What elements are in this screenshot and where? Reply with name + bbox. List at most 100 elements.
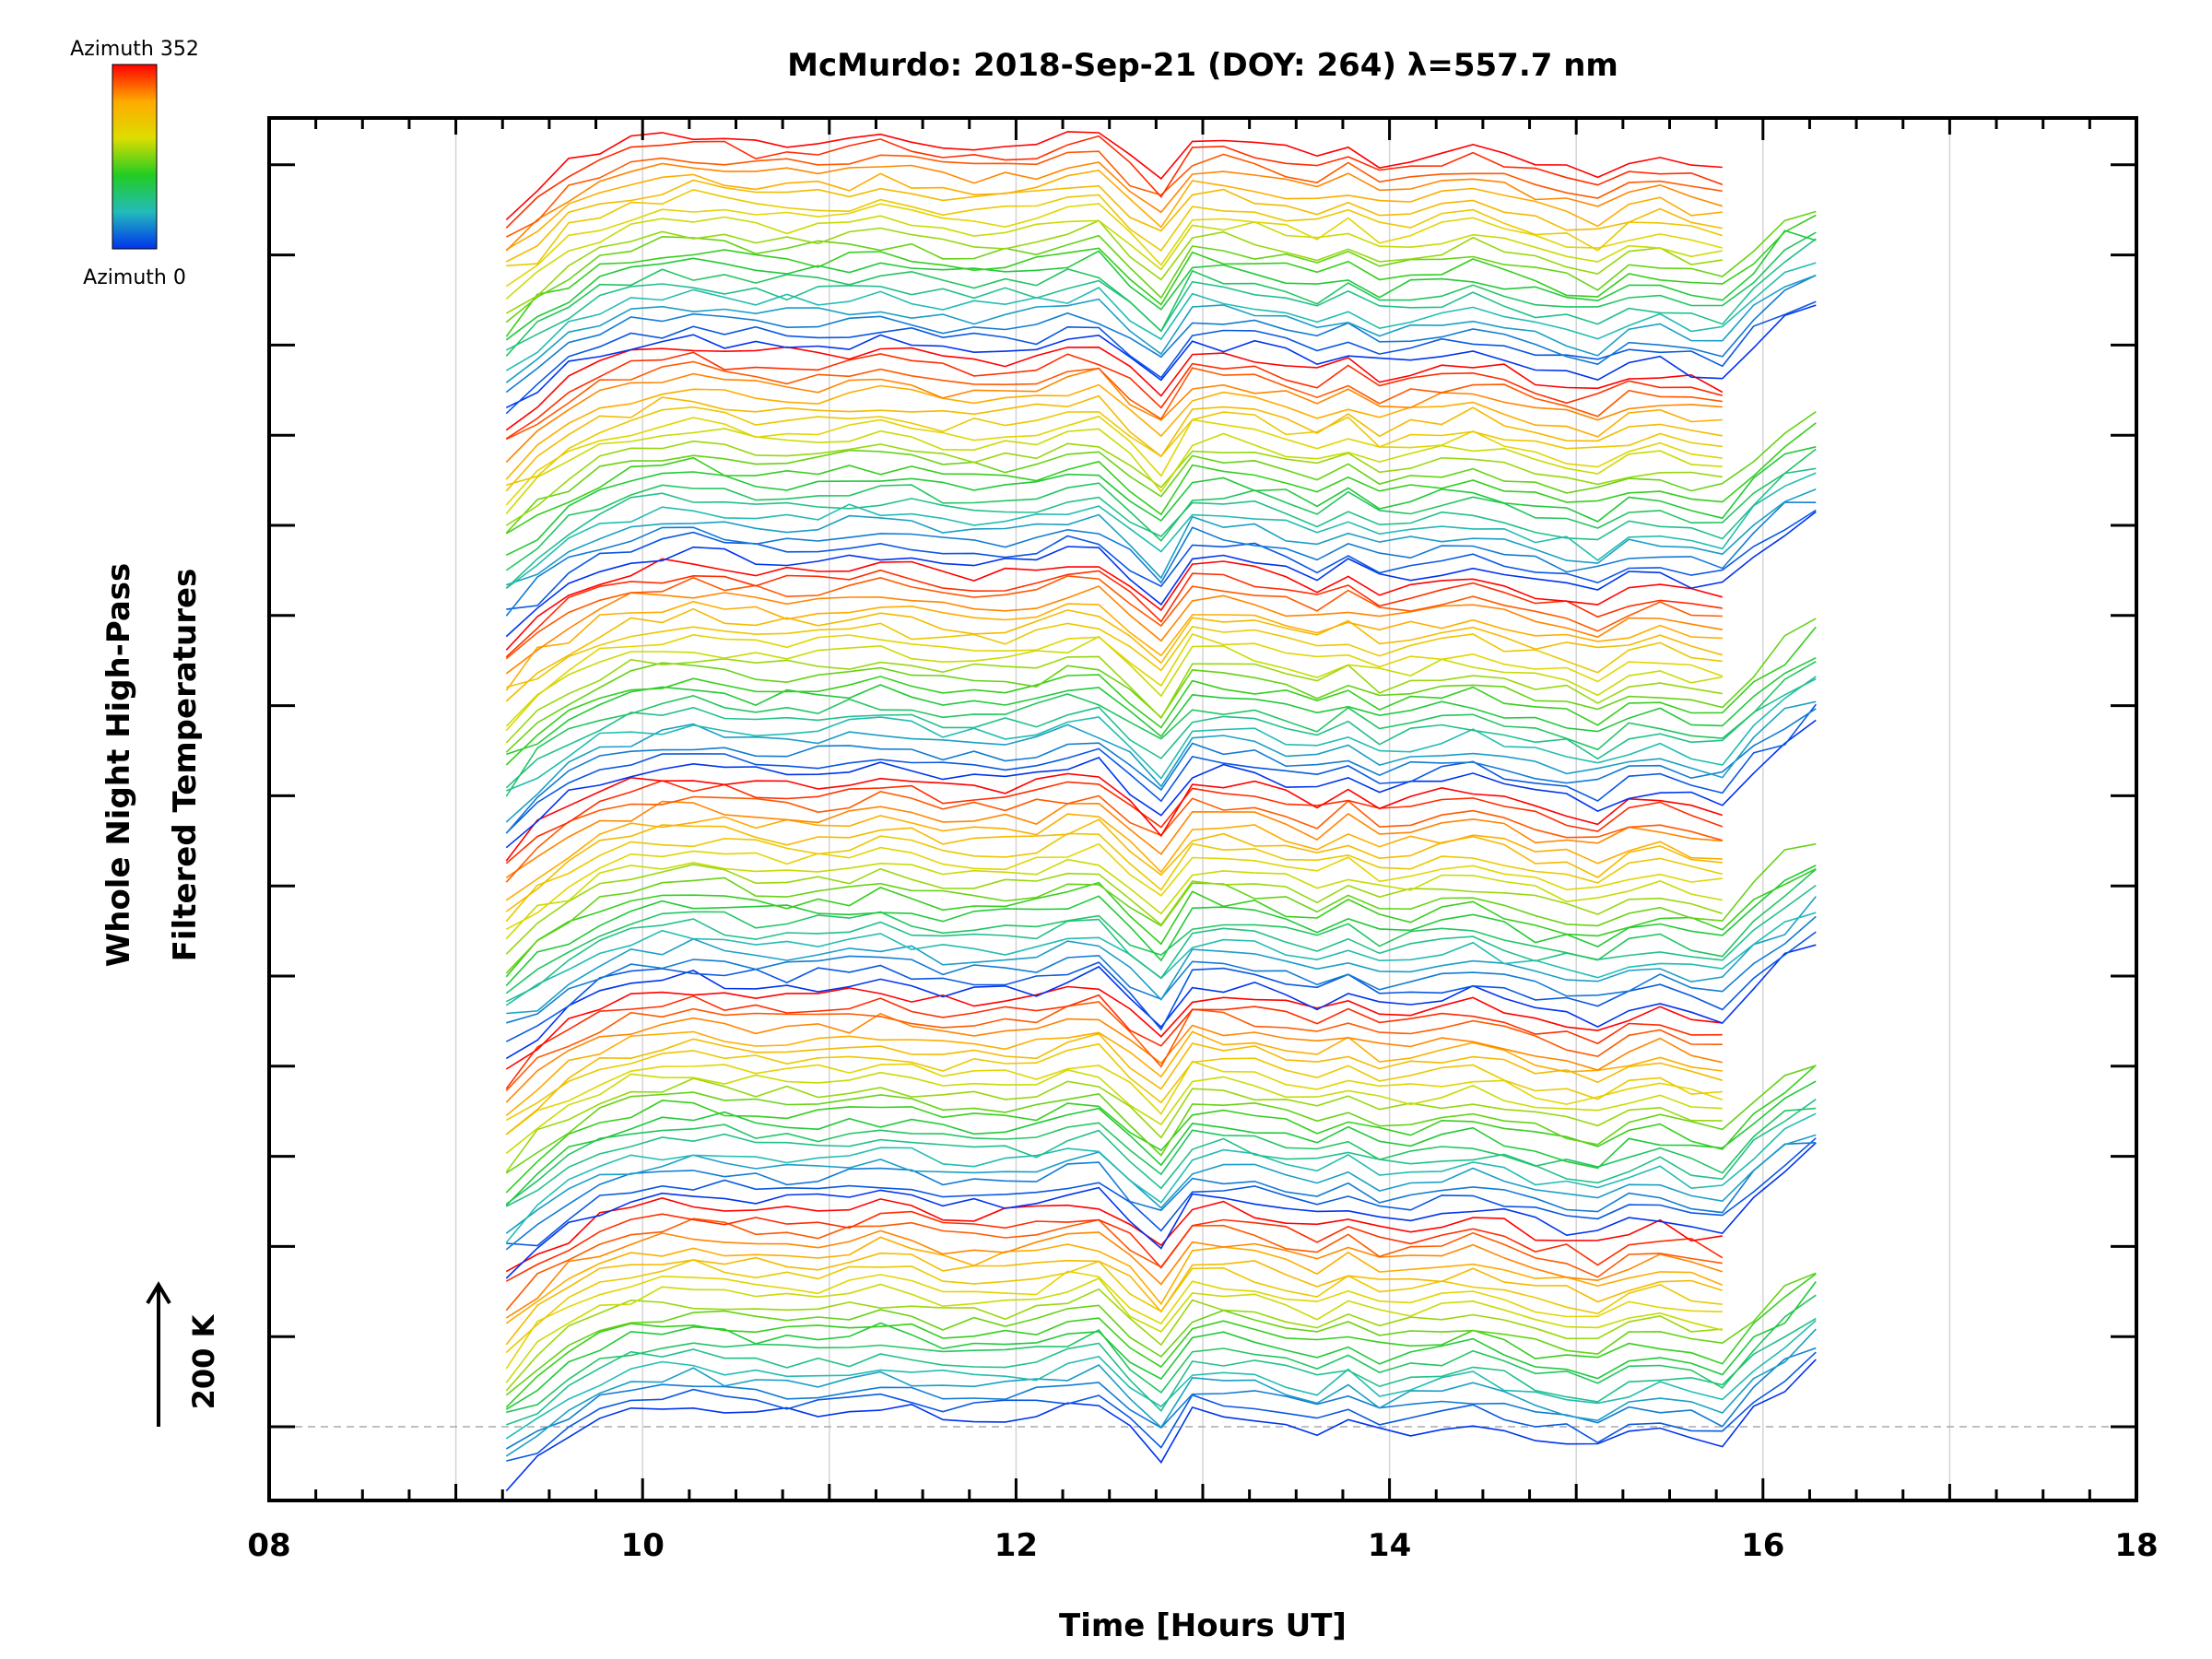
temperature-trace [505, 1272, 1817, 1396]
temperature-trace [505, 842, 1723, 931]
temperature-trace [505, 1258, 1723, 1354]
temperature-traces [505, 131, 1817, 1492]
temperature-trace [505, 1080, 1817, 1206]
temperature-trace [505, 1142, 1817, 1251]
temperature-trace [506, 406, 1723, 487]
temperature-trace [505, 1277, 1723, 1383]
temperature-trace [506, 1317, 1817, 1426]
temperature-trace [506, 1294, 1817, 1414]
temperature-trace [505, 661, 1817, 797]
temperature-trace [505, 131, 1723, 220]
temperature-trace [505, 791, 1724, 883]
temperature-trace [505, 179, 1723, 263]
temperature-trace [505, 1359, 1817, 1492]
temperature-trace [505, 501, 1817, 617]
temperature-trace [505, 607, 1724, 702]
temperature-trace [505, 300, 1817, 415]
x-tick-label: 12 [994, 1527, 1038, 1564]
temperature-trace [505, 169, 1723, 251]
temperature-trace [505, 1236, 1724, 1324]
temperature-trace [505, 655, 1723, 744]
x-tick-label: 08 [247, 1527, 290, 1564]
x-tick-label: 14 [1368, 1527, 1411, 1564]
temperature-trace [505, 600, 1723, 691]
temperature-trace [505, 558, 1724, 651]
temperature-trace [506, 488, 1817, 586]
temperature-trace [506, 509, 1817, 610]
temperature-trace [505, 858, 1723, 940]
temperature-trace [505, 575, 1723, 660]
temperature-trace [505, 867, 1817, 978]
temperature-trace [505, 210, 1817, 324]
temperature-trace [505, 780, 1724, 865]
temperature-trace [505, 1012, 1723, 1103]
axis-ticks [267, 118, 2138, 1500]
colorbar-bottom-label: Azimuth 0 [83, 266, 186, 289]
temperature-trace [506, 676, 1817, 792]
temperature-trace [505, 865, 1817, 986]
temperature-trace [505, 700, 1817, 823]
temperature-trace [505, 1069, 1723, 1155]
temperature-trace [505, 150, 1723, 238]
temperature-trace [505, 931, 1817, 1042]
temperature-trace [505, 719, 1817, 849]
temperature-trace [506, 896, 1817, 1015]
temperature-trace [505, 346, 1724, 431]
temperature-trace [505, 511, 1817, 638]
temperature-trace [505, 832, 1723, 923]
y-axis-label-line1: Whole Night High-Pass [100, 563, 137, 968]
temperature-trace [505, 383, 1723, 480]
temperature-trace [505, 1060, 1724, 1135]
temperature-trace [505, 1320, 1817, 1440]
temperature-trace [505, 422, 1817, 535]
temperature-trace [505, 1328, 1817, 1457]
y-axis-label-line2: Filtered Temperatures [167, 569, 204, 962]
temperature-trace [505, 1218, 1723, 1312]
temperature-trace [505, 703, 1817, 834]
temperature-trace [505, 411, 1817, 534]
temperature-trace [505, 1042, 1723, 1122]
temperature-trace [505, 1270, 1723, 1370]
temperature-trace [505, 1273, 1817, 1408]
temperature-trace [505, 1134, 1817, 1234]
temperature-trace [505, 1230, 1724, 1319]
scale-bar-label: 200 K [186, 1313, 221, 1409]
temperature-trace [505, 214, 1817, 337]
temperature-trace [505, 985, 1723, 1070]
colorbar [112, 64, 158, 250]
temperature-trace [505, 360, 1723, 441]
temperature-trace [505, 428, 1723, 514]
temperature-trace [505, 868, 1817, 994]
temperature-trace [505, 585, 1723, 675]
temperature-trace [505, 864, 1724, 955]
temperature-trace [505, 1288, 1723, 1392]
temperature-trace [506, 188, 1724, 267]
temperature-trace [505, 1112, 1817, 1243]
temperature-trace [505, 1142, 1817, 1279]
temperature-trace [505, 1281, 1817, 1410]
temperature-trace [505, 1252, 1724, 1346]
temperature-trace [505, 813, 1723, 901]
temperature-trace [505, 800, 1723, 878]
temperature-trace [506, 656, 1817, 756]
temperature-trace [505, 351, 1724, 440]
temperature-trace [505, 203, 1723, 288]
x-axis-label: Time [Hours UT] [1059, 1607, 1347, 1644]
temperature-trace [506, 1137, 1817, 1247]
temperature-trace [505, 274, 1817, 394]
temperature-trace [505, 818, 1723, 912]
colorbar-top-label: Azimuth 352 [70, 38, 199, 61]
temperature-trace [505, 677, 1817, 789]
temperature-trace [505, 415, 1723, 506]
temperature-trace [505, 708, 1817, 834]
temperature-trace [505, 219, 1723, 314]
temperature-trace [505, 394, 1723, 492]
temperature-trace [505, 274, 1817, 383]
temperature-trace [505, 440, 1723, 526]
temperature-trace [505, 994, 1723, 1089]
temperature-trace [505, 231, 1817, 357]
temperature-trace [505, 1030, 1723, 1117]
